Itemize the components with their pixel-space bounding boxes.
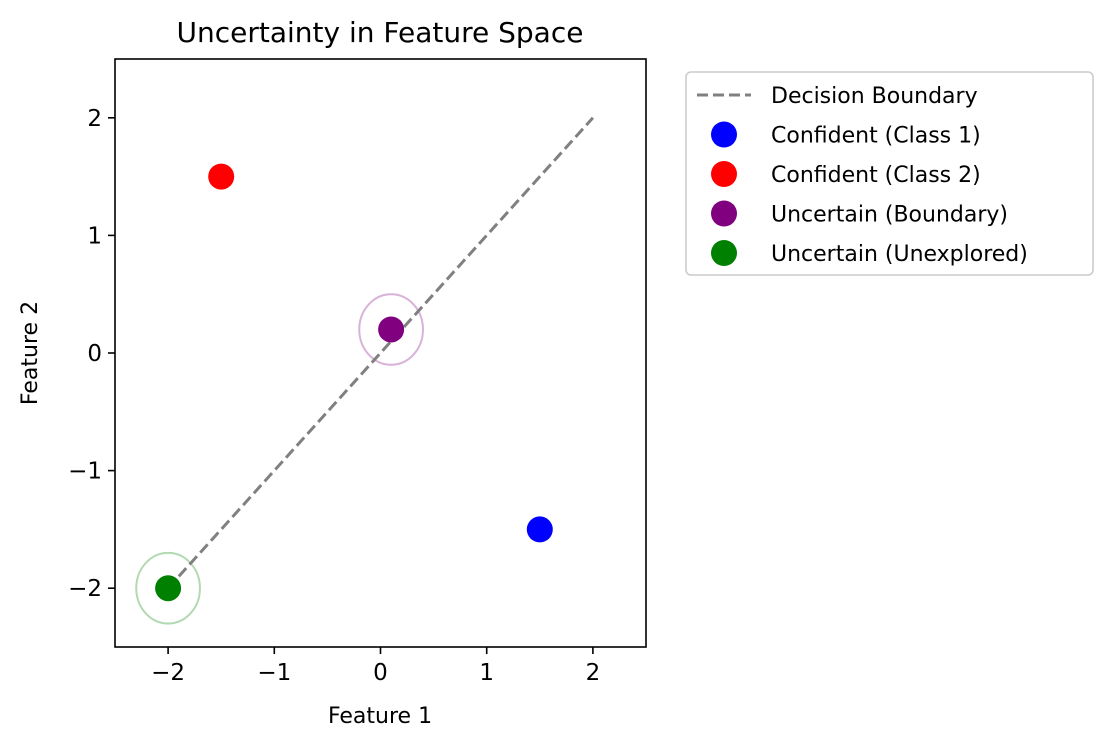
- x-tick-label-2: 0: [373, 660, 388, 686]
- y-tick-label-0: −2: [68, 576, 102, 602]
- chart-title: Uncertainty in Feature Space: [177, 16, 584, 49]
- chart-marks: [135, 116, 595, 625]
- legend: Decision Boundary Confident (Class 1) Conf…: [685, 71, 1094, 276]
- data-point-1: [208, 163, 235, 190]
- legend-marker-3: [711, 240, 737, 266]
- data-point-0: [526, 516, 553, 543]
- legend-label-0: Decision Boundary: [771, 84, 978, 109]
- y-tick-label-2: 0: [87, 341, 102, 367]
- x-tick-label-3: 1: [479, 660, 494, 686]
- uncertainty-ellipse-2: [358, 293, 424, 366]
- y-tick-label-1: −1: [68, 459, 102, 485]
- y-tick-label-4: 2: [87, 106, 102, 132]
- y-tick-label-3: 1: [87, 223, 102, 249]
- x-tick-label-1: −1: [257, 660, 291, 686]
- y-axis-label: Feature 2: [18, 301, 43, 405]
- legend-label-2: Confident (Class 2): [771, 163, 981, 188]
- legend-marker-1: [711, 161, 737, 187]
- data-point-2: [378, 316, 405, 343]
- x-axis-label: Feature 1: [328, 704, 432, 729]
- legend-label-3: Uncertain (Boundary): [771, 203, 1008, 228]
- legend-label-4: Uncertain (Unexplored): [771, 242, 1028, 267]
- legend-marker-2: [711, 200, 737, 227]
- data-point-3: [155, 575, 182, 602]
- x-tick-label-4: 2: [586, 660, 601, 686]
- plot-area: −2 −1 0 1 2 −2 −1 0 1 2: [68, 58, 647, 686]
- uncertainty-ellipse-3: [135, 551, 201, 625]
- legend-frame: [685, 71, 1094, 276]
- x-tick-label-0: −2: [151, 660, 185, 686]
- y-axis: −2 −1 0 1 2: [68, 106, 115, 602]
- decision-boundary-line: [166, 116, 595, 590]
- x-axis: −2 −1 0 1 2: [151, 647, 600, 686]
- legend-label-1: Confident (Class 1): [771, 124, 981, 149]
- legend-marker-0: [711, 121, 737, 148]
